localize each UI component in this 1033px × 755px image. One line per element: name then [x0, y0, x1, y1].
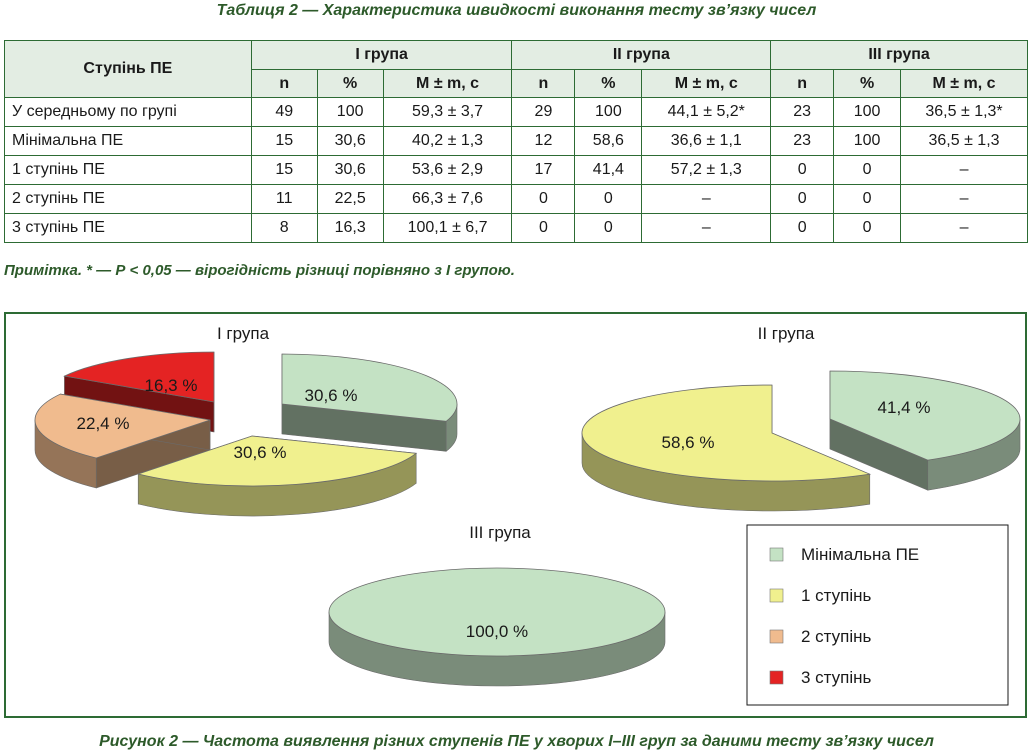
table-cell: 15 — [250, 155, 318, 185]
pie-title: ІІІ група — [469, 523, 531, 542]
table-cell: 17 — [511, 155, 576, 185]
row-header: Ступінь ПЕ — [4, 40, 252, 98]
row-label: 3 ступінь ПЕ — [4, 213, 252, 243]
pie-slice — [63, 351, 215, 403]
legend-label: Мінімальна ПЕ — [801, 545, 919, 564]
subheader-n: n — [250, 69, 318, 98]
table-cell: 0 — [770, 213, 835, 243]
row-label: 1 ступінь ПЕ — [4, 155, 252, 185]
table-body: У середньому по групі 49 100 59,3 ± 3,7 29 10… — [4, 97, 1028, 243]
table-cell: 49 — [250, 97, 318, 127]
legend-swatch — [769, 588, 784, 603]
row-label: 2 ступінь ПЕ — [4, 184, 252, 214]
table-cell: 8 — [250, 213, 318, 243]
pie-title: ІІ група — [758, 324, 815, 343]
table-cell: 23 — [770, 97, 835, 127]
pie-data-label: 100,0 % — [466, 622, 528, 641]
table-cell: – — [900, 155, 1028, 185]
subheader-percent: % — [574, 69, 643, 98]
table-cell: 0 — [833, 213, 902, 243]
table-cell: 22,5 — [316, 184, 384, 214]
table-cell: 100,1 ± 6,7 — [382, 213, 513, 243]
table-row: 3 ступінь ПЕ 8 16,3 100,1 ± 6,7 0 0–0 0– — [4, 213, 1028, 243]
subheader-percent: % — [316, 69, 384, 98]
table-cell: 16,3 — [316, 213, 384, 243]
pie-data-label: 30,6 % — [305, 386, 358, 405]
pie-data-label: 16,3 % — [145, 376, 198, 395]
table-cell: 57,2 ± 1,3 — [641, 155, 772, 185]
legend-swatch — [769, 670, 784, 685]
pie-slice — [34, 393, 211, 459]
subheader-n: n — [770, 69, 835, 98]
pie-slice — [328, 567, 666, 657]
pie-slice — [581, 384, 872, 482]
table-cell: 36,5 ± 1,3* — [900, 97, 1028, 127]
table-cell: – — [900, 213, 1028, 243]
table-subheader-row: n % M ± m, с n % M ± m, с n % M ± m, с — [5, 69, 1028, 98]
table-row: 2 ступінь ПЕ 11 22,5 66,3 ± 7,6 0 0–0 0– — [4, 184, 1028, 214]
figure-frame — [4, 312, 1027, 718]
table-cell: 36,6 ± 1,1 — [641, 126, 772, 156]
pie-title: І група — [217, 324, 270, 343]
legend-label: 1 ступінь — [801, 586, 872, 605]
table-cell: 36,5 ± 1,3 — [900, 126, 1028, 156]
table-title: Таблиця 2 — Характеристика швидкості вик… — [216, 2, 817, 19]
table-cell: 29 — [511, 97, 576, 127]
table-cell: 30,6 — [316, 155, 384, 185]
table-header-row: Ступінь ПЕ І група ІІ група ІІІ група — [4, 40, 1028, 98]
table-cell: 0 — [574, 184, 643, 214]
table-cell: 0 — [511, 213, 576, 243]
table-cell: 23 — [770, 126, 835, 156]
table-cell: 100 — [574, 97, 643, 127]
subheader-mean: M ± m, с — [641, 69, 772, 98]
table-cell: 100 — [316, 97, 384, 127]
pie-slice — [136, 435, 418, 487]
pie-data-label: 58,6 % — [662, 433, 715, 452]
table-note: Примітка. * — Р < 0,05 — вірогідність рі… — [4, 262, 515, 279]
pie-slice — [281, 353, 458, 422]
legend-label: 2 ступінь — [801, 627, 872, 646]
subheader-mean: M ± m, с — [382, 69, 513, 98]
pie-slice — [829, 370, 1021, 461]
group-2-header: ІІ група — [511, 40, 772, 70]
table-cell: 0 — [833, 155, 902, 185]
pie-data-label: 22,4 % — [77, 414, 130, 433]
table-cell: 15 — [250, 126, 318, 156]
table-cell: 41,4 — [574, 155, 643, 185]
row-label: У середньому по групі — [4, 97, 252, 127]
table-cell: 66,3 ± 7,6 — [382, 184, 513, 214]
table-row: 1 ступінь ПЕ 15 30,6 53,6 ± 2,9 17 41,4 57,2 ±… — [4, 155, 1028, 185]
figure-caption: Рисунок 2 — Частота виявлення різних сту… — [99, 733, 934, 750]
legend-box — [746, 524, 1009, 706]
table-row: Мінімальна ПЕ 15 30,6 40,2 ± 1,3 12 58,6 36,6 … — [4, 126, 1028, 156]
pie-data-label: 41,4 % — [878, 398, 931, 417]
subheader-n: n — [511, 69, 576, 98]
table-cell: 53,6 ± 2,9 — [382, 155, 513, 185]
table-cell: 0 — [574, 213, 643, 243]
legend-swatch — [769, 547, 784, 562]
table-cell: – — [641, 213, 772, 243]
legend-swatch — [769, 629, 784, 644]
table-cell: – — [641, 184, 772, 214]
table-row: У середньому по групі 49 100 59,3 ± 3,7 29 10… — [4, 97, 1028, 127]
table-cell: 40,2 ± 1,3 — [382, 126, 513, 156]
pie-data-label: 30,6 % — [234, 443, 287, 462]
data-table: Ступінь ПЕ І група ІІ група ІІІ група n … — [4, 40, 1028, 243]
group-3-header: ІІІ група — [770, 40, 1028, 70]
table-cell: 59,3 ± 3,7 — [382, 97, 513, 127]
legend-label: 3 ступінь — [801, 668, 872, 687]
group-1-header: І група — [250, 40, 513, 70]
